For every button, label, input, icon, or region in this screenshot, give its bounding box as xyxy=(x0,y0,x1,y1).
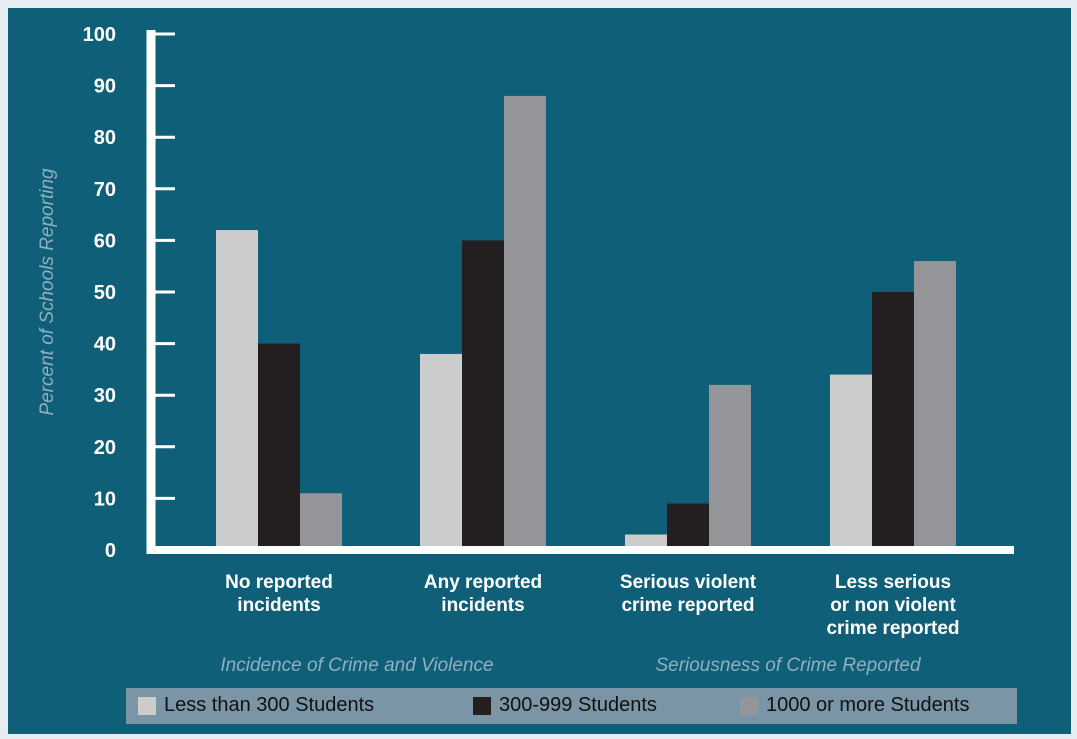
y-tick-label: 10 xyxy=(94,488,116,510)
legend-label: 300-999 Students xyxy=(499,694,657,716)
y-tick-label: 50 xyxy=(94,282,116,304)
bar xyxy=(462,240,504,550)
category-group-labels: Incidence of Crime and Violence Seriousne… xyxy=(220,655,922,676)
bar xyxy=(420,353,462,550)
category-group-label: Incidence of Crime and Violence xyxy=(220,655,493,676)
bar xyxy=(914,261,956,550)
legend-swatch xyxy=(473,696,491,715)
y-axis-title: Percent of Schools Reporting xyxy=(37,168,58,416)
chart-frame: 0 10 20 30 40 50 60 70 80 90 100 No reported incide… xyxy=(8,8,1071,734)
y-tick-label: 30 xyxy=(94,385,116,407)
category-label: No reported incidents xyxy=(225,572,333,616)
legend-item: Less than 300 Students xyxy=(138,694,374,717)
y-tick-label: 70 xyxy=(94,179,116,201)
legend-label: 1000 or more Students xyxy=(766,694,970,716)
legend-swatch xyxy=(740,696,758,715)
bars xyxy=(216,95,956,551)
legend-swatch xyxy=(138,696,156,715)
legend: Less than 300 Students 300-999 Students 10… xyxy=(126,688,1017,724)
y-tick-label: 80 xyxy=(94,127,116,149)
category-label: Serious violent crime reported xyxy=(620,572,757,616)
category-label: Any reported incidents xyxy=(424,572,542,616)
bar xyxy=(709,384,751,550)
category-label: Less serious or non violent crime reported xyxy=(826,572,959,639)
y-axis-ticks: 0 10 20 30 40 50 60 70 80 90 100 xyxy=(83,24,175,562)
legend-item: 1000 or more Students xyxy=(740,694,969,717)
category-labels: No reported incidents Any reported incident… xyxy=(225,572,959,639)
y-tick-label: 100 xyxy=(83,24,116,46)
bar xyxy=(872,292,914,550)
y-tick-label: 0 xyxy=(105,540,116,562)
y-tick-label: 20 xyxy=(94,437,116,459)
bar xyxy=(667,503,709,550)
bar xyxy=(504,95,546,551)
bar xyxy=(216,230,258,550)
legend-item: 300-999 Students xyxy=(473,694,657,717)
category-group-label: Seriousness of Crime Reported xyxy=(655,655,921,676)
bar xyxy=(830,374,872,550)
bar xyxy=(258,343,300,550)
y-tick-label: 60 xyxy=(94,230,116,252)
bar-chart: 0 10 20 30 40 50 60 70 80 90 100 No reported incide… xyxy=(37,24,1014,676)
legend-label: Less than 300 Students xyxy=(164,694,375,716)
y-tick-label: 90 xyxy=(94,76,116,98)
bar xyxy=(300,493,342,550)
y-tick-label: 40 xyxy=(94,334,116,356)
